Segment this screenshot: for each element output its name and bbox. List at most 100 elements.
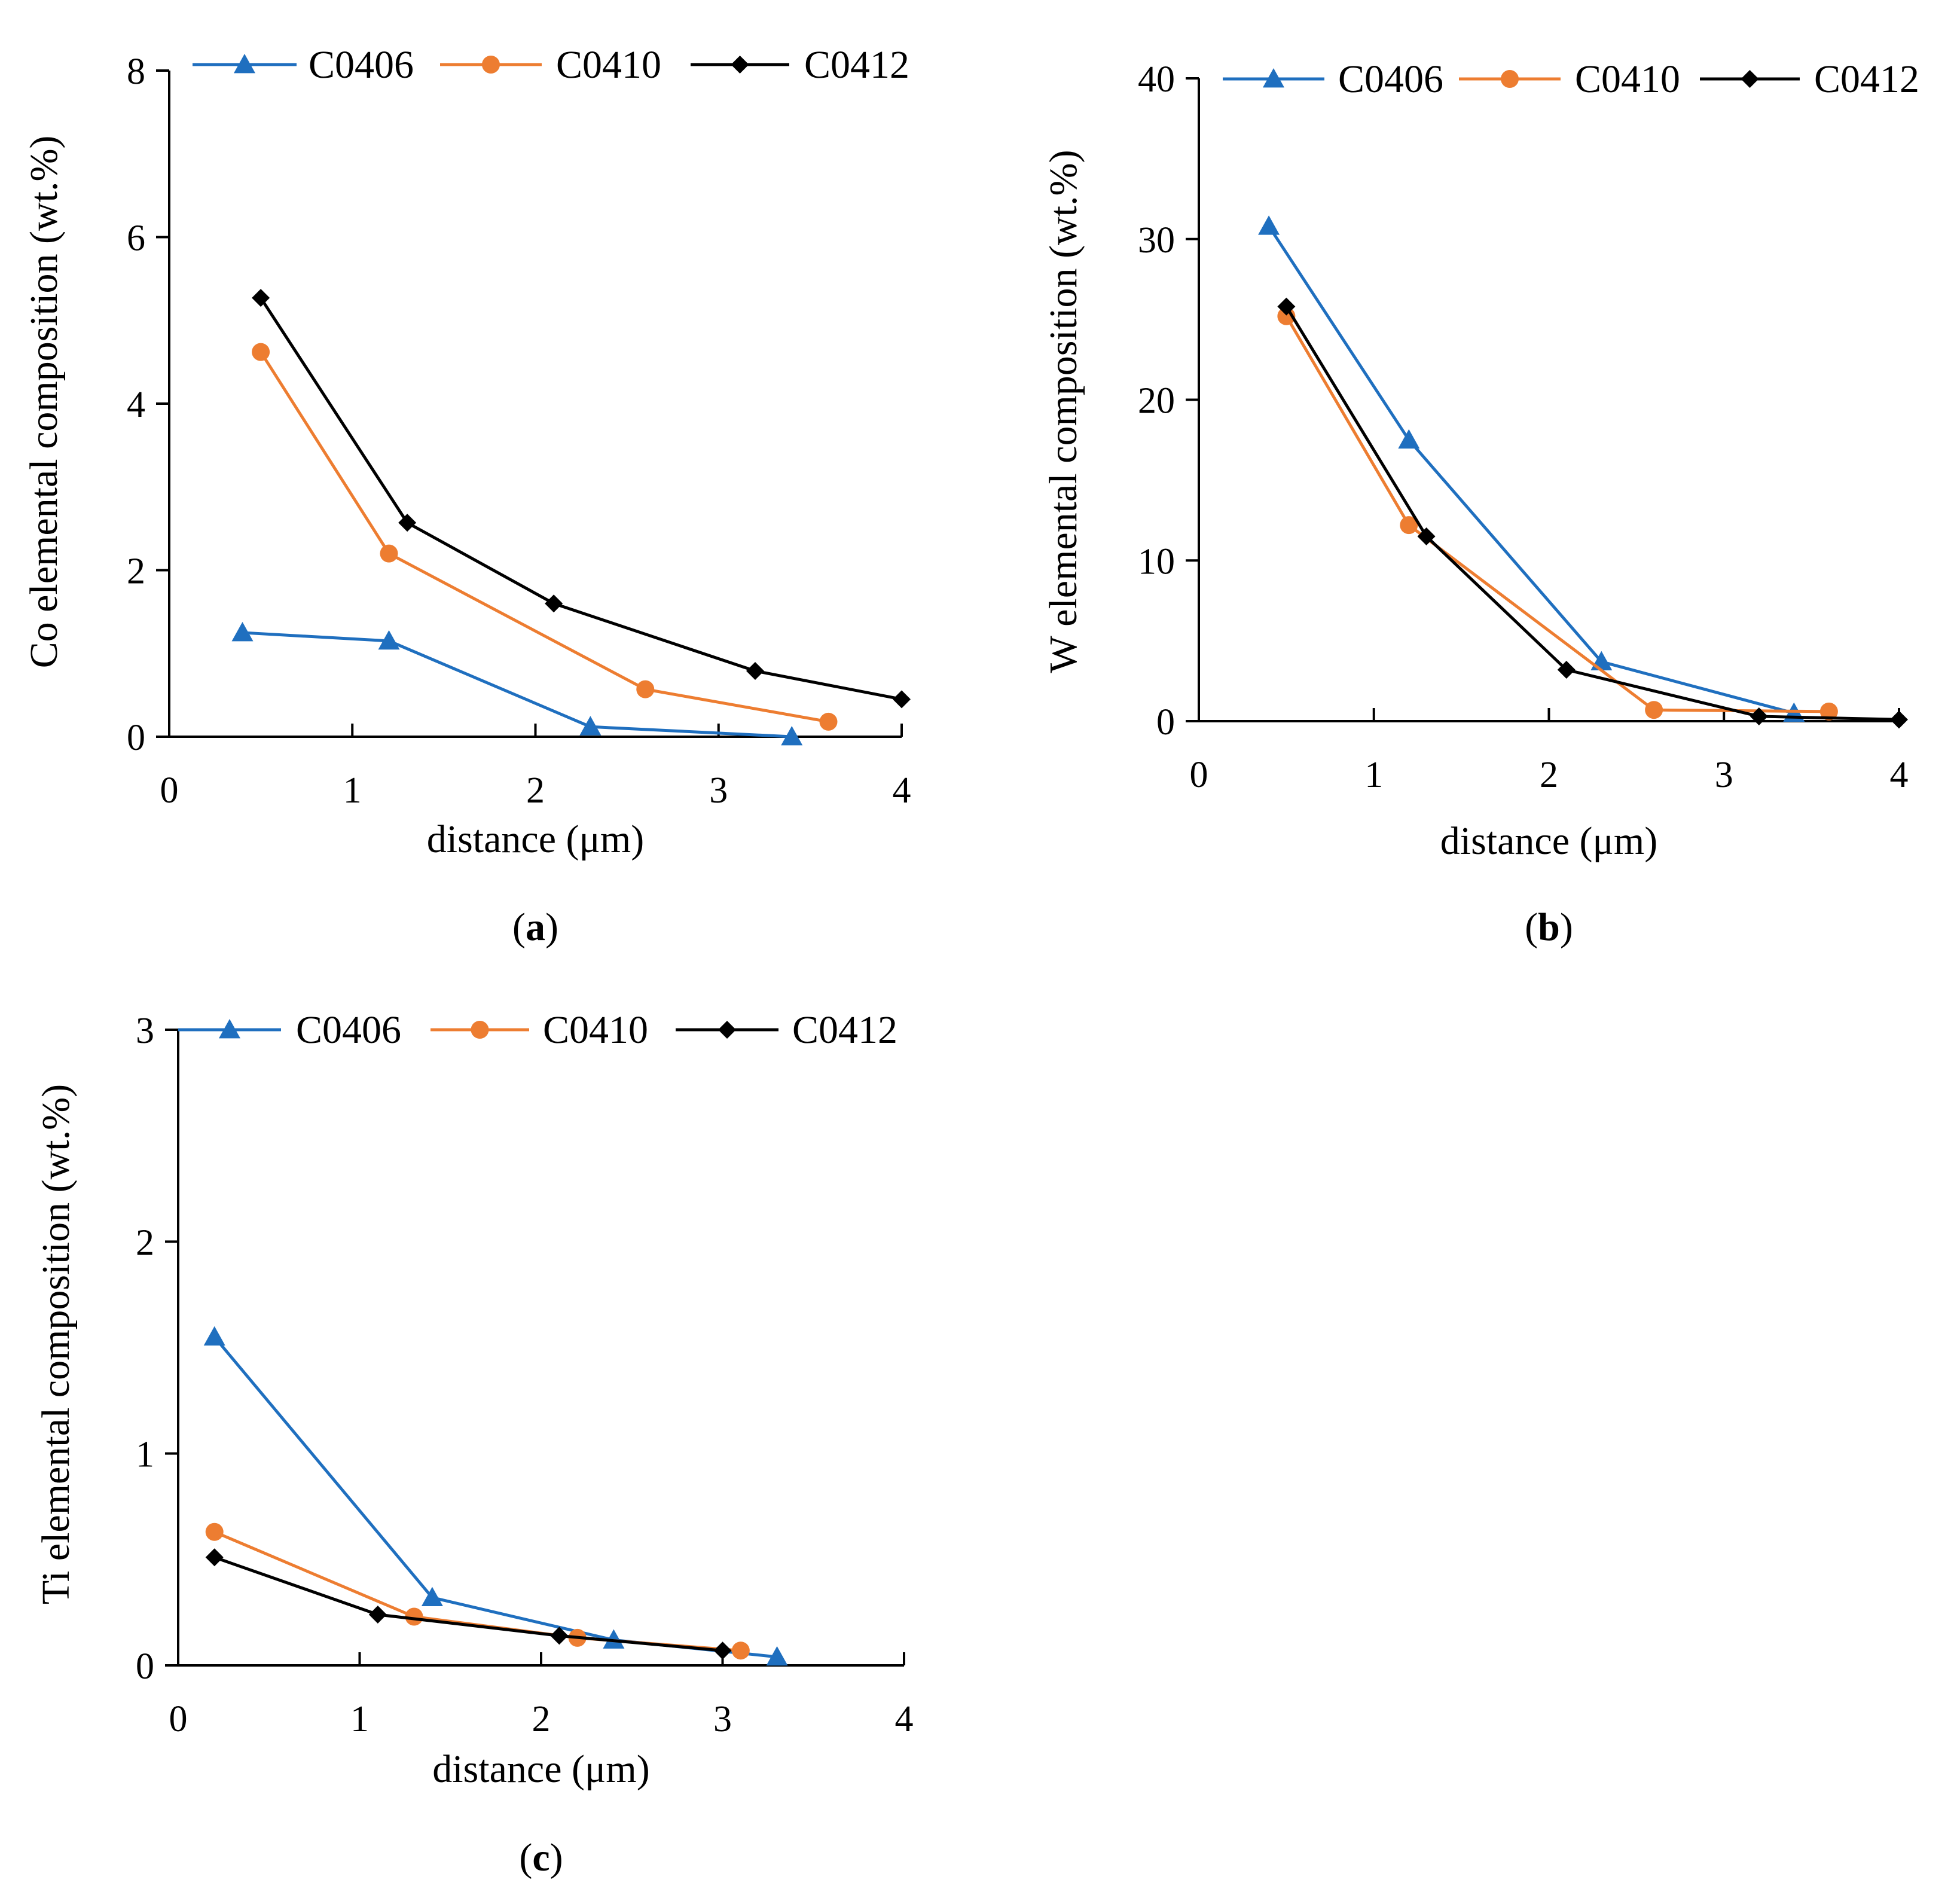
- data-point-C0410: [380, 544, 398, 563]
- data-point-C0406: [231, 621, 254, 642]
- data-point-C0412: [545, 594, 563, 613]
- series-line-C0412: [213, 1555, 723, 1652]
- legend-label: C0406: [296, 1008, 401, 1052]
- y-tick-label: 30: [1138, 220, 1175, 261]
- legend: C0406 C0410 C0412: [1223, 57, 1919, 101]
- y-tick-label: 2: [136, 1222, 154, 1263]
- data-point-C0406: [579, 716, 602, 736]
- x-axis-title: distance (μm): [432, 1747, 649, 1791]
- data-point-C0412: [550, 1627, 569, 1645]
- data-point-C0410: [1400, 516, 1418, 535]
- x-tick-label: 2: [532, 1699, 551, 1740]
- legend-item-C0412: C0412: [1700, 57, 1919, 101]
- legend-label: C0410: [556, 43, 661, 87]
- x-tick-label: 2: [1540, 755, 1558, 795]
- x-tick-label: 0: [160, 770, 179, 811]
- data-point-C0410: [636, 680, 655, 698]
- panel-label-letter: a: [526, 905, 545, 949]
- legend-marker: [1501, 70, 1519, 88]
- y-tick-label: 0: [136, 1646, 154, 1687]
- data-point-C0406: [1258, 215, 1280, 235]
- data-point-C0406: [603, 1629, 625, 1649]
- data-point-C0412: [746, 661, 764, 680]
- y-tick-label: 2: [127, 551, 145, 592]
- data-point-C0406: [421, 1586, 443, 1607]
- data-point-C0410: [1819, 702, 1838, 721]
- data-point-C0412: [1750, 707, 1768, 725]
- panel-label-letter: b: [1538, 905, 1560, 949]
- x-tick-label: 1: [350, 1699, 369, 1740]
- series-line-C0406: [1268, 225, 1794, 715]
- data-point-C0410: [731, 1641, 750, 1660]
- series-C0406: [1258, 215, 1805, 722]
- legend-marker: [1263, 68, 1284, 88]
- y-tick-label: 0: [127, 718, 145, 758]
- series-line-C0410: [259, 351, 829, 724]
- legend-marker: [718, 1021, 736, 1039]
- legend-item-C0410: C0410: [431, 1008, 648, 1052]
- data-point-C0410: [405, 1607, 423, 1626]
- legend-label: C0410: [543, 1008, 648, 1052]
- y-tick-label: 0: [1156, 702, 1175, 743]
- legend-label: C0412: [792, 1008, 897, 1052]
- data-point-C0406: [766, 1646, 788, 1666]
- legend-item-C0410: C0410: [1459, 57, 1680, 101]
- legend-item-C0406: C0406: [1223, 57, 1443, 101]
- data-point-C0406: [378, 630, 400, 650]
- legend-marker: [482, 56, 500, 74]
- y-tick-label: 40: [1138, 59, 1175, 100]
- x-tick-label: 0: [1190, 755, 1208, 795]
- data-point-C0412: [252, 289, 270, 307]
- legend-label: C0412: [1814, 57, 1919, 101]
- y-axis-title: Ti elemental composition (wt.%): [34, 1084, 78, 1604]
- panel-label-letter: c: [532, 1836, 549, 1879]
- legend-marker: [471, 1021, 489, 1039]
- data-point-C0412: [1417, 527, 1436, 545]
- y-tick-label: 1: [136, 1435, 154, 1475]
- series-C0412: [1277, 297, 1908, 729]
- series-line-C0410: [213, 1530, 741, 1652]
- data-point-C0412: [398, 514, 417, 532]
- data-point-C0406: [1398, 429, 1420, 449]
- legend-item-C0406: C0406: [193, 43, 414, 87]
- x-tick-label: 3: [709, 770, 728, 811]
- x-tick-label: 2: [526, 770, 545, 811]
- x-tick-label: 1: [343, 770, 362, 811]
- legend-marker: [731, 56, 749, 74]
- y-tick-label: 8: [127, 51, 145, 92]
- x-tick-label: 0: [169, 1699, 188, 1740]
- series-line-C0412: [1285, 306, 1900, 721]
- data-point-C0406: [203, 1326, 225, 1346]
- data-point-C0412: [205, 1548, 224, 1567]
- series-C0412: [252, 289, 911, 709]
- series-line-C0406: [242, 631, 792, 739]
- x-tick-label: 4: [895, 1699, 914, 1740]
- x-tick-label: 3: [1715, 755, 1733, 795]
- legend-item-C0406: C0406: [178, 1008, 401, 1052]
- y-axis-title: Co elemental composition (wt.%): [22, 136, 66, 669]
- legend-marker: [219, 1019, 240, 1039]
- x-tick-label: 3: [713, 1699, 732, 1740]
- chart-panel-a: 0 1 2 3 4 0 2 4 6 8 distance (μm) Co elemental comp…: [22, 43, 911, 949]
- y-tick-label: 4: [127, 385, 145, 425]
- y-tick-label: 6: [127, 218, 145, 259]
- panel-label: (b): [1525, 905, 1573, 949]
- x-tick-label: 4: [1890, 755, 1909, 795]
- legend: C0406 C0410 C0412: [178, 1008, 897, 1052]
- y-tick-label: 10: [1138, 541, 1175, 582]
- legend-label: C0406: [309, 43, 414, 87]
- data-point-C0410: [1645, 701, 1663, 719]
- data-point-C0412: [893, 690, 911, 709]
- data-point-C0412: [368, 1605, 387, 1624]
- series-C0406: [203, 1326, 788, 1666]
- y-tick-label: 3: [136, 1011, 154, 1051]
- legend-item-C0412: C0412: [676, 1008, 897, 1052]
- panel-label: (a): [512, 905, 558, 949]
- data-point-C0412: [1890, 710, 1908, 729]
- data-point-C0412: [1277, 297, 1296, 316]
- legend-label: C0406: [1338, 57, 1443, 101]
- legend-label: C0410: [1575, 57, 1680, 101]
- data-point-C0410: [252, 343, 270, 361]
- series-C0412: [205, 1548, 732, 1660]
